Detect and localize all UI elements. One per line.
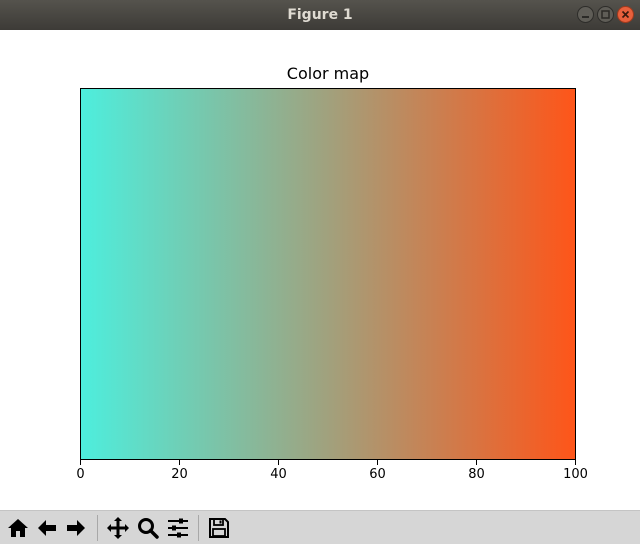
- home-icon: [7, 518, 28, 537]
- floppy-disk-icon: [208, 517, 229, 538]
- zoom-button[interactable]: [134, 514, 161, 541]
- arrow-left-icon: [37, 519, 56, 536]
- x-tick-mark: [80, 460, 81, 465]
- plot-axes[interactable]: [80, 88, 576, 460]
- home-button[interactable]: [4, 514, 31, 541]
- close-button[interactable]: [617, 6, 634, 23]
- x-tick-label: 100: [563, 467, 588, 482]
- x-tick-label: 20: [171, 467, 188, 482]
- x-tick-mark: [278, 460, 279, 465]
- sliders-icon: [167, 518, 188, 537]
- x-tick-mark: [377, 460, 378, 465]
- toolbar-separator: [97, 515, 98, 541]
- window-titlebar[interactable]: Figure 1: [0, 0, 640, 30]
- minimize-button[interactable]: [577, 6, 594, 23]
- maximize-button[interactable]: [597, 6, 614, 23]
- colormap-gradient: [81, 89, 575, 459]
- x-tick-label: 80: [468, 467, 485, 482]
- pan-button[interactable]: [104, 514, 131, 541]
- minimize-icon: [578, 7, 593, 22]
- x-tick-mark: [179, 460, 180, 465]
- maximize-icon: [598, 7, 613, 22]
- x-tick-mark: [575, 460, 576, 465]
- window-controls: [577, 6, 634, 23]
- arrow-right-icon: [66, 519, 85, 536]
- forward-button[interactable]: [62, 514, 89, 541]
- magnifier-icon: [137, 517, 159, 539]
- x-tick-mark: [476, 460, 477, 465]
- x-tick-label: 60: [369, 467, 386, 482]
- x-tick-label: 40: [270, 467, 287, 482]
- figure-canvas[interactable]: Color map 0 20 40 60 80 100: [0, 30, 640, 510]
- chart-title: Color map: [286, 64, 370, 83]
- configure-subplots-button[interactable]: [164, 514, 191, 541]
- close-icon: [618, 7, 633, 22]
- move-icon: [106, 516, 129, 539]
- x-tick-label: 0: [76, 467, 85, 482]
- toolbar-separator: [198, 515, 199, 541]
- navigation-toolbar: [0, 510, 640, 544]
- back-button[interactable]: [33, 514, 60, 541]
- save-button[interactable]: [205, 514, 232, 541]
- window-title: Figure 1: [287, 7, 353, 23]
